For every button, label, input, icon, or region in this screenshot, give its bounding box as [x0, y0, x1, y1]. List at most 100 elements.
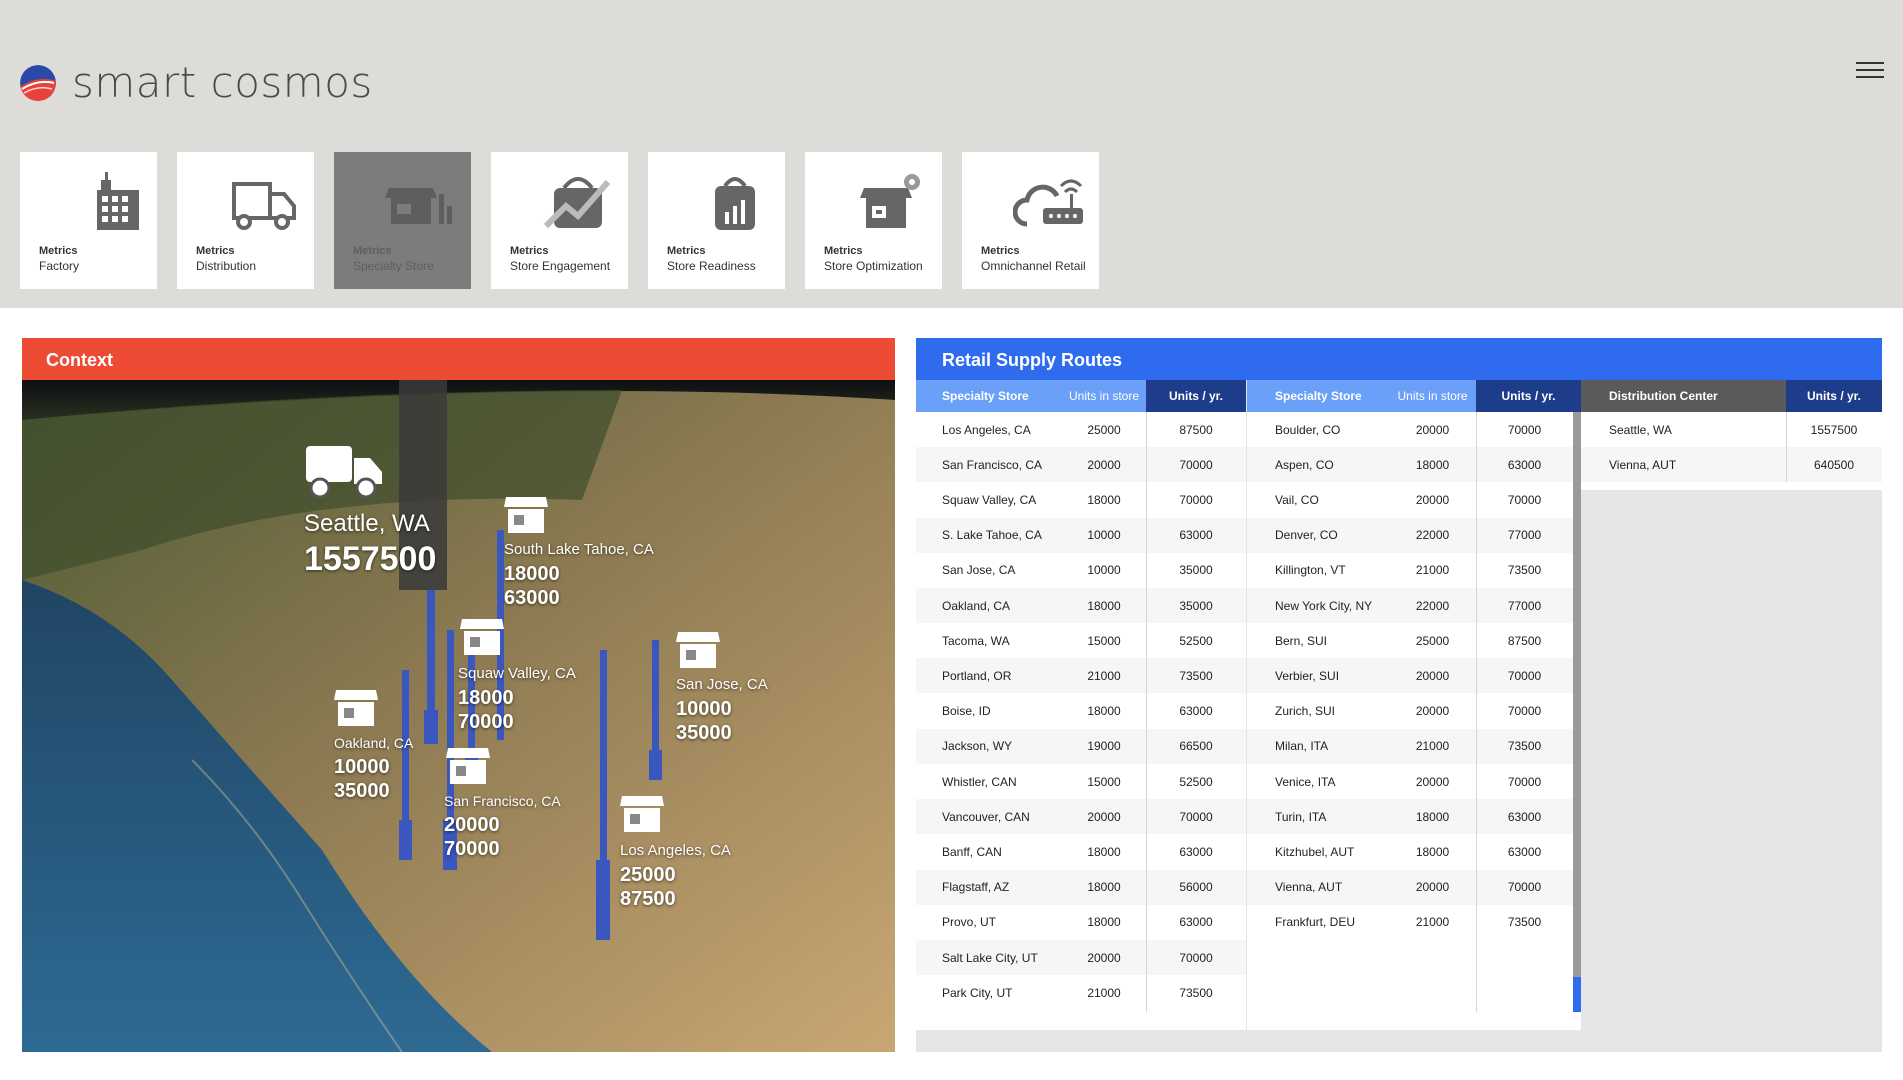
store-gear-icon: [860, 174, 920, 228]
cell-units-in-store: 20000: [1415, 774, 1450, 789]
cell-units-in-store: 20000: [1087, 457, 1121, 472]
cell-store-name: Denver, CO: [1275, 528, 1338, 543]
table-row[interactable]: Denver, CO 22000 77000: [1247, 517, 1573, 553]
table-row[interactable]: Aspen, CO 18000 63000: [1247, 447, 1573, 483]
hamburger-menu-icon[interactable]: [1856, 62, 1884, 84]
cell-distribution-center: Seattle, WA: [1609, 422, 1672, 437]
tile-factory[interactable]: Metrics Factory: [20, 152, 157, 289]
table-row[interactable]: New York City, NY 22000 77000: [1247, 588, 1573, 623]
table-row[interactable]: Turin, ITA 18000 63000: [1247, 799, 1573, 835]
table-row[interactable]: Venice, ITA 20000 70000: [1247, 764, 1573, 799]
scrollbar-track[interactable]: [1573, 412, 1581, 1012]
cosmos-logo-icon: [20, 64, 56, 101]
table-row[interactable]: Park City, UT 21000 73500: [916, 975, 1246, 1010]
cell-store-name: Whistler, CAN: [942, 774, 1017, 789]
tile-label-name: Store Optimization: [824, 259, 923, 273]
marker-city: South Lake Tahoe, CA: [504, 541, 654, 558]
tile-store-optimization[interactable]: Metrics Store Optimization: [805, 152, 942, 289]
column-divider: [1476, 412, 1477, 1012]
cell-store-name: Frankfurt, DEU: [1275, 915, 1356, 930]
cell-units-in-store: 20000: [1415, 880, 1450, 895]
tile-label-name: Factory: [39, 259, 80, 273]
table-row[interactable]: Jackson, WY 19000 66500: [916, 728, 1246, 764]
tile-label-name: Store Engagement: [510, 259, 611, 273]
header-specialty-store[interactable]: Specialty Store: [1275, 389, 1362, 403]
cell-units-per-year: 70000: [1179, 809, 1213, 824]
terrain-map[interactable]: Seattle, WA 1557500 South Lake Tahoe, CA…: [22, 380, 895, 1052]
table-row[interactable]: Frankfurt, DEU 21000 73500: [1247, 905, 1573, 940]
tile-store-readiness[interactable]: Metrics Store Readiness: [648, 152, 785, 289]
header-units-per-year[interactable]: Units / yr.: [1146, 380, 1246, 412]
table-row[interactable]: Verbier, SUI 20000 70000: [1247, 658, 1573, 694]
table-row[interactable]: Flagstaff, AZ 18000 56000: [916, 869, 1246, 905]
table-row[interactable]: S. Lake Tahoe, CA 10000 63000: [916, 517, 1246, 553]
scrollbar-thumb[interactable]: [1573, 977, 1581, 1012]
table-row[interactable]: Squaw Valley, CA 18000 70000: [916, 482, 1246, 517]
cell-store-name: Oakland, CA: [942, 598, 1011, 613]
table-row[interactable]: Tacoma, WA 15000 52500: [916, 623, 1246, 658]
table-row[interactable]: Oakland, CA 18000 35000: [916, 588, 1246, 623]
table-row[interactable]: Los Angeles, CA 25000 87500: [916, 412, 1246, 447]
cell-store-name: Verbier, SUI: [1275, 668, 1340, 683]
cell-units-per-year: 70000: [1179, 950, 1213, 965]
cell-units-in-store: 22000: [1415, 598, 1450, 613]
metrics-tiles: Metrics Factory Metrics Distribution: [20, 152, 1119, 289]
cell-store-name: San Francisco, CA: [942, 457, 1043, 472]
table-row[interactable]: San Francisco, CA 20000 70000: [916, 447, 1246, 483]
header-units-in-store[interactable]: Units in store: [1397, 389, 1468, 403]
table-row[interactable]: Kitzhubel, AUT 18000 63000: [1247, 834, 1573, 869]
marker-units-in-store: 10000: [334, 756, 390, 778]
marker-city: Los Angeles, CA: [620, 842, 731, 859]
cell-units-in-store: 21000: [1087, 985, 1121, 1000]
marker-city: San Francisco, CA: [444, 793, 561, 809]
table-row[interactable]: Killington, VT 21000 73500: [1247, 553, 1573, 588]
tile-label-name: Distribution: [196, 259, 257, 273]
header-specialty-store[interactable]: Specialty Store: [942, 389, 1029, 403]
marker-units-per-year: 87500: [620, 888, 676, 910]
cell-units-in-store: 18000: [1087, 492, 1121, 507]
table-row[interactable]: Vienna, AUT 20000 70000: [1247, 869, 1573, 905]
retail-supply-routes-panel: Retail Supply Routes Specialty Store Uni…: [916, 338, 1882, 1052]
cell-store-name: S. Lake Tahoe, CA: [942, 528, 1042, 543]
table-row[interactable]: Vancouver, CAN 20000 70000: [916, 799, 1246, 835]
routes-title: Retail Supply Routes: [916, 338, 1882, 380]
table-row[interactable]: Portland, OR 21000 73500: [916, 658, 1246, 694]
cell-units-per-year: 70000: [1507, 492, 1542, 507]
cell-units-per-year: 56000: [1179, 880, 1213, 895]
cell-units-per-year: 70000: [1179, 492, 1213, 507]
table-row[interactable]: Whistler, CAN 15000 52500: [916, 764, 1246, 799]
marker-units-in-store: 20000: [444, 814, 500, 836]
table-row[interactable]: Bern, SUI 25000 87500: [1247, 623, 1573, 658]
specialty-store-table-2: Specialty Store Units in store Units / y…: [1247, 380, 1581, 1030]
cell-store-name: New York City, NY: [1275, 598, 1373, 613]
table-row[interactable]: Vienna, AUT 640500: [1581, 447, 1882, 483]
header-units-per-year[interactable]: Units / yr.: [1476, 380, 1581, 412]
table-row[interactable]: San Jose, CA 10000 35000: [916, 553, 1246, 588]
cell-units-in-store: 19000: [1087, 739, 1121, 754]
table-row[interactable]: Provo, UT 18000 63000: [916, 905, 1246, 940]
tile-omnichannel-retail[interactable]: Metrics Omnichannel Retail: [962, 152, 1099, 289]
table-row[interactable]: Zurich, SUI 20000 70000: [1247, 694, 1573, 729]
table-row[interactable]: Milan, ITA 21000 73500: [1247, 728, 1573, 764]
tile-label-metrics: Metrics: [196, 245, 235, 257]
cell-units-in-store: 21000: [1415, 739, 1450, 754]
table-row[interactable]: Vail, CO 20000 70000: [1247, 482, 1573, 517]
header-distribution-center[interactable]: Distribution Center: [1581, 380, 1786, 412]
app-logo[interactable]: smart cosmos: [20, 58, 373, 107]
table-row[interactable]: Boise, ID 18000 63000: [916, 694, 1246, 729]
tile-distribution[interactable]: Metrics Distribution: [177, 152, 314, 289]
cell-units-per-year: 73500: [1507, 563, 1542, 578]
header-units-in-store[interactable]: Units in store: [1068, 389, 1140, 403]
cell-units-in-store: 10000: [1087, 528, 1121, 543]
tile-store-engagement[interactable]: Metrics Store Engagement: [491, 152, 628, 289]
cell-units-per-year: 63000: [1179, 915, 1213, 930]
table-row[interactable]: Salt Lake City, UT 20000 70000: [916, 940, 1246, 975]
store-icon: [460, 619, 504, 655]
cell-store-name: Provo, UT: [942, 915, 997, 930]
table-row[interactable]: Seattle, WA 1557500: [1581, 412, 1882, 447]
table-row[interactable]: Boulder, CO 20000 70000: [1247, 412, 1573, 447]
table-row[interactable]: Banff, CAN 18000 63000: [916, 834, 1246, 869]
truck-icon: [306, 446, 382, 499]
tile-specialty-store[interactable]: Metrics Specialty Store: [334, 152, 471, 289]
header-units-per-year[interactable]: Units / yr.: [1786, 380, 1882, 412]
